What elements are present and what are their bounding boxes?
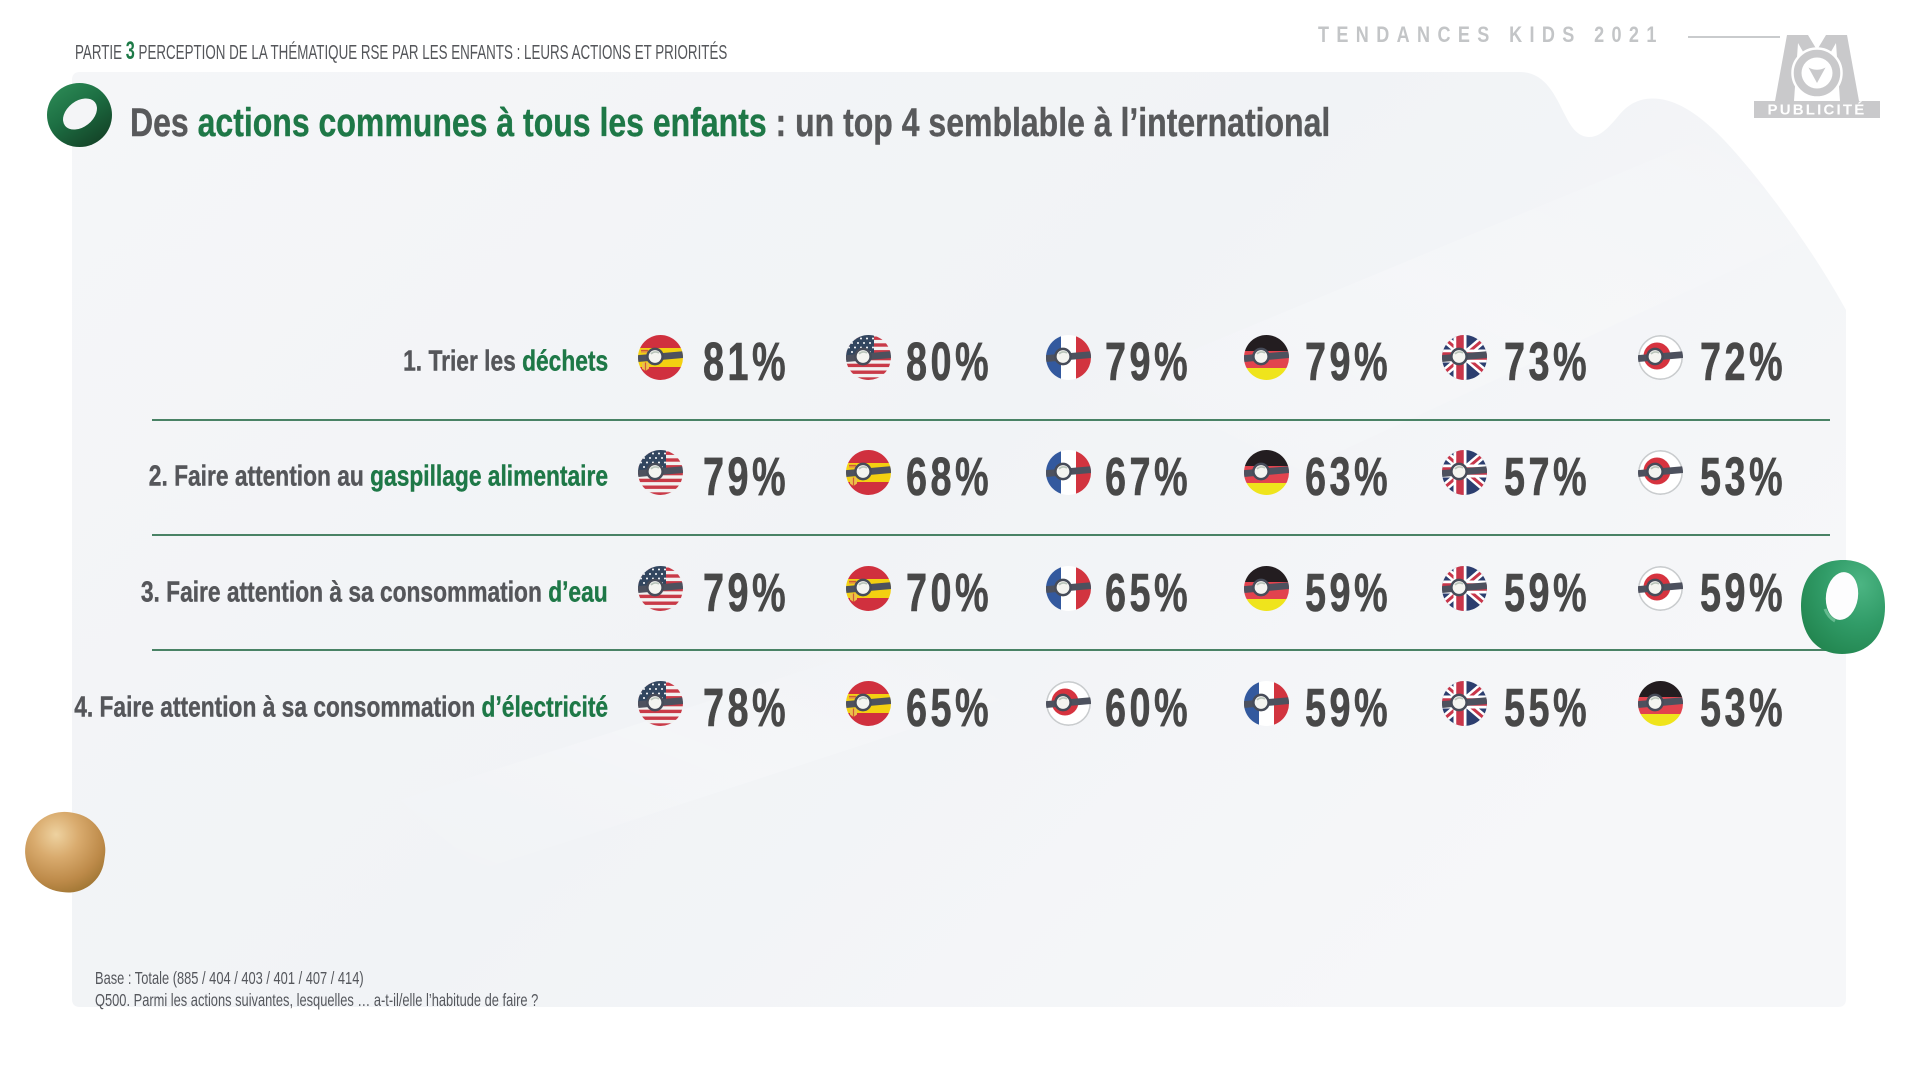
svg-text:PUBLICITÉ: PUBLICITÉ	[1768, 102, 1867, 119]
